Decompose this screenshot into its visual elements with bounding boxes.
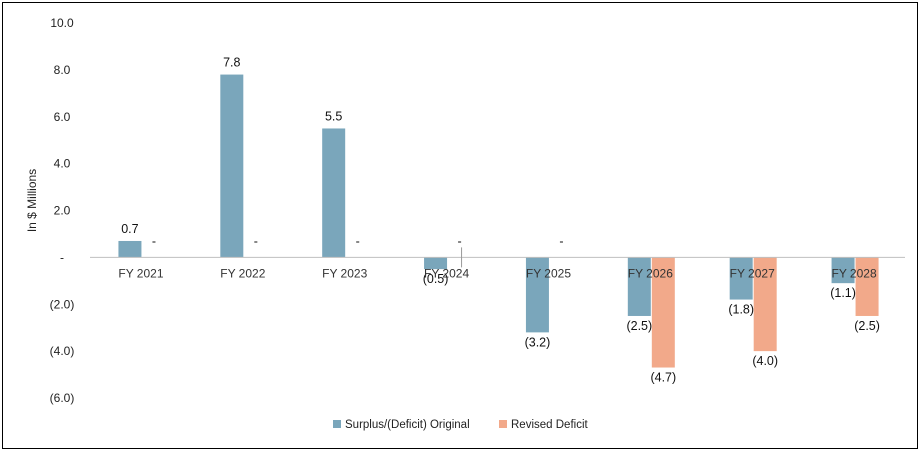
original-data-label: 5.5 bbox=[325, 109, 342, 123]
legend-swatch-revised bbox=[499, 420, 507, 428]
x-category-label: FY 2022 bbox=[220, 266, 265, 280]
legend-label-revised: Revised Deficit bbox=[511, 419, 588, 431]
revised-bar bbox=[651, 257, 675, 368]
original-data-label: (3.2) bbox=[525, 335, 551, 349]
original-bar bbox=[525, 257, 549, 333]
x-category-label: FY 2025 bbox=[526, 266, 571, 280]
y-tick-label: (6.0) bbox=[50, 391, 75, 405]
original-data-label: (2.5) bbox=[626, 319, 652, 333]
y-tick-label: 6.0 bbox=[54, 110, 71, 124]
original-data-label: 7.8 bbox=[223, 56, 240, 70]
original-data-label: (1.8) bbox=[728, 303, 754, 317]
y-tick-label: 4.0 bbox=[54, 157, 71, 171]
revised-data-label: (4.0) bbox=[752, 354, 778, 368]
y-tick-label: (4.0) bbox=[50, 344, 75, 358]
x-category-label: FY 2021 bbox=[118, 266, 163, 280]
revised-data-label: - bbox=[254, 234, 258, 248]
y-axis-title: In $ Millions bbox=[25, 169, 39, 232]
revised-data-label: - bbox=[152, 234, 156, 248]
revised-bar bbox=[855, 257, 879, 316]
revised-data-label: (2.5) bbox=[854, 319, 880, 333]
original-bar bbox=[831, 257, 855, 284]
x-category-label: FY 2024 bbox=[424, 266, 469, 280]
revised-bar bbox=[753, 257, 777, 352]
revised-data-label: - bbox=[356, 234, 360, 248]
x-category-label: FY 2027 bbox=[730, 266, 775, 280]
original-bar bbox=[627, 257, 651, 316]
original-bar bbox=[220, 74, 244, 258]
x-category-label: FY 2028 bbox=[831, 266, 876, 280]
y-tick-label: 2.0 bbox=[54, 204, 71, 218]
legend-label-original: Surplus/(Deficit) Original bbox=[345, 419, 470, 431]
y-tick-label: - bbox=[60, 250, 64, 264]
y-tick-label: (2.0) bbox=[50, 297, 75, 311]
revised-data-label: (4.7) bbox=[650, 371, 676, 385]
original-data-label: 0.7 bbox=[121, 222, 138, 236]
original-bar bbox=[424, 257, 448, 270]
revised-data-label: - bbox=[457, 234, 461, 248]
original-bar bbox=[322, 128, 346, 258]
original-data-label: (1.1) bbox=[830, 286, 856, 300]
y-tick-label: 8.0 bbox=[54, 63, 71, 77]
original-data-label: (0.5) bbox=[423, 272, 449, 286]
original-bar bbox=[729, 257, 753, 300]
y-tick-label: 10.0 bbox=[50, 16, 74, 30]
x-category-label: FY 2026 bbox=[628, 266, 673, 280]
legend-swatch-original bbox=[333, 420, 341, 428]
original-bar bbox=[118, 240, 142, 258]
revised-data-label: - bbox=[559, 234, 563, 248]
x-category-label: FY 2023 bbox=[322, 266, 367, 280]
